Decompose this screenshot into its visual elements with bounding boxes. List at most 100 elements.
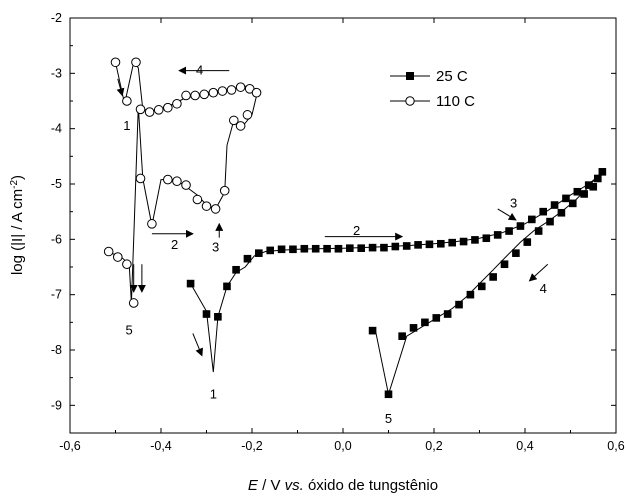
legend: 25 C 110 C [390, 68, 475, 110]
data-point-25c [534, 227, 543, 235]
legend-label-25c: 25 C [436, 68, 468, 85]
data-point-25c [477, 282, 486, 291]
data-point-110c [190, 90, 200, 101]
series-line-0 [190, 172, 603, 397]
data-point-110c [172, 176, 182, 187]
data-point-25c [223, 282, 231, 291]
legend-marker-25c [406, 72, 414, 80]
data-point-110c [153, 105, 164, 115]
data-point-110c [229, 115, 239, 126]
data-point-110c [122, 96, 132, 106]
y-tick-label: -6 [51, 232, 62, 246]
x-axis-title: E / V vs. óxido de tungstênio [248, 477, 438, 494]
data-point-25c [380, 243, 388, 252]
y-tick-label: -4 [51, 122, 62, 136]
data-point-25c [568, 199, 577, 208]
sweep-step-label: 5 [126, 323, 133, 338]
data-point-25c [437, 239, 445, 248]
data-point-25c [562, 194, 570, 203]
legend-marker-110c [405, 96, 415, 106]
data-point-25c [202, 310, 211, 318]
data-point-25c [594, 174, 602, 183]
data-point-25c [459, 237, 468, 246]
data-point-110c [163, 102, 173, 113]
annotation-arrows [116, 66, 549, 357]
x-tick-label: 0,2 [425, 439, 442, 453]
data-point-110c [226, 85, 237, 95]
data-point-25c [368, 243, 377, 252]
direction-arrow [528, 263, 549, 282]
sweep-step-label: 2 [171, 237, 178, 252]
data-point-110c [208, 87, 219, 98]
direction-arrow [116, 78, 125, 97]
data-point-25c [432, 314, 441, 322]
data-point-25c [500, 260, 509, 269]
annotation-labels: 1 2 3 4 5 1 4 2 3 5 [123, 63, 547, 427]
x-tick-label: 0,0 [334, 439, 351, 453]
data-point-25c [550, 201, 559, 209]
sweep-step-label: 4 [196, 63, 203, 78]
data-point-25c [505, 227, 513, 235]
data-point-110c [217, 86, 228, 96]
data-point-110c [163, 174, 173, 185]
legend-entry-110c: 110 C [390, 93, 475, 110]
data-point-110c [135, 104, 146, 115]
data-point-25c [409, 324, 418, 332]
data-point-25c [589, 182, 598, 191]
data-point-110c [235, 82, 246, 92]
data-point-25c [368, 326, 377, 335]
x-tick-label: -0,4 [150, 439, 172, 453]
data-point-25c [255, 249, 263, 257]
y-tick-label: -9 [51, 398, 62, 412]
data-point-25c [512, 249, 520, 257]
data-point-110c [135, 173, 146, 184]
data-point-110c [147, 219, 157, 229]
data-point-25c [186, 279, 195, 288]
y-tick-label: -5 [51, 177, 62, 191]
data-point-25c [466, 290, 475, 299]
data-point-25c [528, 215, 536, 224]
data-point-25c [346, 244, 354, 252]
data-point-25c [557, 208, 566, 217]
data-point-25c [323, 244, 331, 253]
data-point-25c [289, 245, 297, 254]
data-point-110c [251, 87, 262, 98]
data-point-25c [277, 245, 286, 254]
sweep-step-label: 2 [353, 223, 360, 238]
y-axis-title: log (|I| / A cm-2) [9, 175, 27, 275]
data-point-110c [131, 57, 141, 68]
sweep-step-label: 1 [210, 386, 217, 401]
data-point-25c [546, 217, 554, 226]
data-point-110c [219, 185, 230, 196]
y-tick-label: -7 [51, 288, 62, 302]
legend-entry-25c: 25 C [390, 68, 468, 85]
data-point-110c [201, 201, 212, 211]
data-point-25c [311, 244, 320, 253]
data-point-25c [443, 310, 452, 318]
sweep-step-label: 1 [123, 118, 130, 133]
data-point-25c [573, 187, 582, 196]
y-tick-label: -2 [51, 11, 62, 25]
data-point-110c [172, 98, 182, 109]
data-point-110c [192, 194, 203, 205]
data-point-25c [421, 318, 429, 327]
y-axis: -9 -8 -7 -6 -5 -4 -3 -2 [51, 11, 616, 434]
data-point-25c [334, 244, 343, 253]
data-point-110c [235, 121, 246, 131]
data-point-25c [493, 231, 502, 239]
data-point-110c [210, 204, 221, 214]
data-point-25c [402, 242, 411, 250]
data-point-25c [455, 300, 463, 309]
data-point-25c [391, 242, 400, 251]
data-point-25c [598, 168, 607, 176]
data-point-25c [523, 238, 532, 246]
data-point-25c [300, 244, 309, 253]
x-axis: -0,6 -0,4 -0,2 0,0 0,2 0,4 0,6 [59, 18, 625, 453]
sweep-step-label: 5 [385, 411, 392, 426]
x-tick-label: -0,6 [59, 439, 81, 453]
data-point-25c [384, 390, 393, 399]
data-point-25c [539, 207, 547, 216]
data-point-110c [112, 252, 123, 262]
data-point-110c [181, 90, 191, 101]
